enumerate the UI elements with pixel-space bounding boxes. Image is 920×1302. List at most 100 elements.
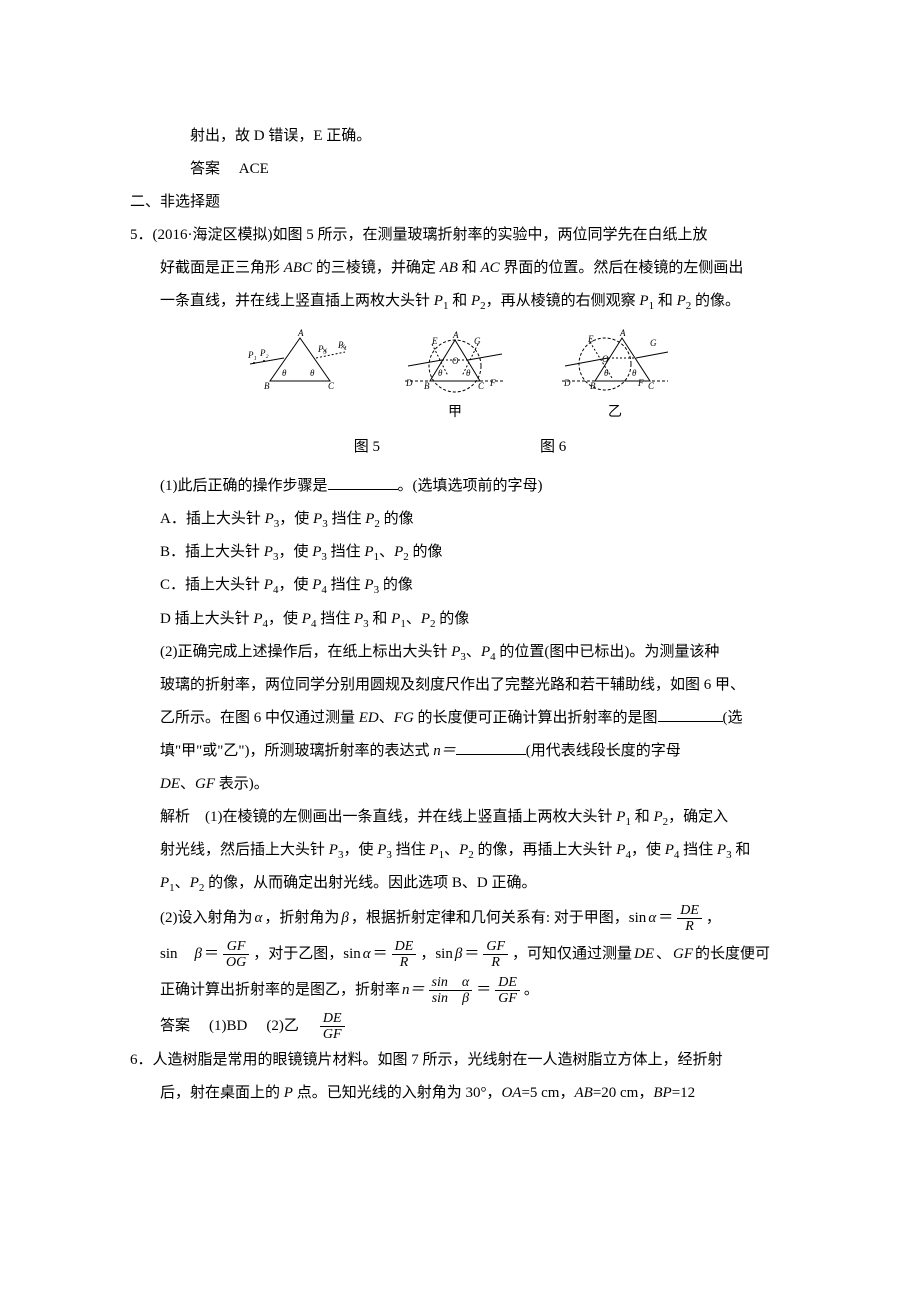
s: P [421, 611, 430, 627]
t: 正确计算出折射率的是图乙，折射率 [160, 972, 400, 1008]
t: 挡住 [396, 842, 430, 858]
svg-text:C: C [328, 381, 335, 391]
svg-text:C: C [478, 381, 485, 391]
t: ，使 [343, 842, 377, 858]
s: P [391, 611, 400, 627]
s: n＝ [402, 972, 425, 1008]
q5-sol-l3: P1、P2 的像，从而确定出射光线。因此选项 B、D 正确。 [130, 867, 790, 900]
svg-text:A: A [297, 328, 304, 338]
frac: sin αsin β [429, 975, 473, 1007]
t: 的长度便可 [695, 936, 770, 972]
s: P [429, 842, 438, 858]
svg-text:A: A [452, 330, 459, 340]
sym-ac: AC [480, 260, 499, 276]
svg-text:G: G [650, 338, 657, 348]
svg-text:F: F [489, 378, 496, 388]
s: GF [195, 776, 215, 792]
t: 射光线，然后插上大头针 [160, 842, 329, 858]
num: GF [483, 939, 508, 954]
s: β [462, 991, 469, 1006]
t: 、 [175, 875, 190, 891]
t: (1)此后正确的操作步骤是 [160, 478, 328, 494]
q5-answer: 答案 (1)BD (2)乙 DEGF [130, 1008, 790, 1044]
q5-stem-line2: 好截面是正三角形 ABC 的三棱镜，并确定 AB 和 AC 界面的位置。然后在棱… [130, 252, 790, 285]
s: ED [359, 710, 379, 726]
q5-part2-l2: 玻璃的折射率，两位同学分别用圆规及刻度尺作出了完整光路和若干辅助线，如图 6 甲… [130, 669, 790, 702]
q5-number: 5． [130, 219, 153, 252]
t: (选 [723, 710, 743, 726]
t: C．插上大头针 [160, 577, 264, 593]
den: R [483, 954, 508, 970]
t: 表示)。 [215, 776, 269, 792]
t: 、 [379, 544, 394, 560]
q5-optA: A．插上大头针 P3，使 P3 挡住 P2 的像 [130, 503, 790, 536]
t: 的像 [409, 544, 443, 560]
s: P [284, 1085, 293, 1101]
den: GF [320, 1026, 345, 1042]
s: 3 [322, 518, 328, 530]
svg-text:θ: θ [310, 368, 315, 378]
t: ，使 [278, 544, 312, 560]
blank [658, 706, 723, 722]
fig6-label: 图 6 [540, 431, 566, 464]
t: B．插上大头针 [160, 544, 264, 560]
s: P [190, 875, 199, 891]
t: 和 [631, 809, 654, 825]
t: ，再从棱镜的右侧观察 [486, 293, 640, 309]
s: P [264, 544, 273, 560]
svg-text:E: E [431, 336, 438, 346]
s: P [717, 842, 726, 858]
s: β [341, 900, 348, 936]
fig5-label: 图 5 [354, 431, 380, 464]
t: ， [706, 900, 721, 936]
t: (1)BD [209, 1008, 247, 1044]
s: 4 [321, 584, 327, 596]
svg-text:O: O [602, 354, 609, 364]
t: 挡住 [331, 511, 365, 527]
s: AB [574, 1085, 592, 1101]
s: P [364, 577, 373, 593]
den: sin β [429, 990, 473, 1006]
t: 如图 5 所示，在测量玻璃折射率的实验中，两位同学先在白纸上放 [273, 227, 708, 243]
t: 和 [448, 293, 471, 309]
s: BP [653, 1085, 671, 1101]
t: 挡住 [331, 544, 365, 560]
num: DE [392, 939, 417, 954]
s: P [365, 511, 374, 527]
t: ＝ [204, 936, 219, 972]
q5-sol-l5: sin β＝ GFOG，对于乙图，sin α＝ DER，sin β＝ GFR，可… [130, 936, 790, 972]
num: DE [320, 1011, 345, 1026]
num: DE [495, 975, 520, 990]
t: 人造树脂是常用的眼镜镜片材料。如图 7 所示，光线射在一人造树脂立方体上，经折射 [153, 1052, 723, 1068]
t: 一条直线，并在线上竖直插上两枚大头针 [160, 293, 434, 309]
t: 的像 [379, 577, 413, 593]
t: 、 [180, 776, 195, 792]
s: n＝ [433, 743, 456, 759]
t: 和 [458, 260, 481, 276]
t: ＝ [464, 936, 479, 972]
t: =20 cm， [593, 1085, 654, 1101]
s: P [253, 611, 262, 627]
sym: P [639, 293, 648, 309]
s: P [653, 809, 662, 825]
t: ，使 [268, 611, 302, 627]
t: 。 [524, 972, 539, 1008]
t: (1)在棱镜的左侧画出一条直线，并在线上竖直插上两枚大头针 [205, 809, 616, 825]
svg-text:B: B [264, 381, 270, 391]
svg-text:P₁: P₁ [247, 350, 257, 360]
figure-row: A B C P₁ P₂ P₃ P₄ θ θ × × [130, 326, 790, 429]
t: 、 [406, 611, 421, 627]
t: 界面的位置。然后在棱镜的左侧画出 [500, 260, 744, 276]
frac: DER [392, 939, 417, 971]
num: sin α [429, 975, 473, 990]
svg-text:θ: θ [438, 368, 443, 378]
s: P [394, 544, 403, 560]
den: R [392, 954, 417, 970]
s: OA [501, 1085, 521, 1101]
t: 挡住 [331, 577, 365, 593]
fig6-jia-svg: A B C D E F G O θθ [390, 326, 520, 396]
q6-number: 6． [130, 1044, 153, 1077]
t: ，对于乙图，sin [253, 936, 361, 972]
den: R [677, 918, 702, 934]
fig6-yi-svg: A B C D E F G O θθ [550, 326, 680, 396]
